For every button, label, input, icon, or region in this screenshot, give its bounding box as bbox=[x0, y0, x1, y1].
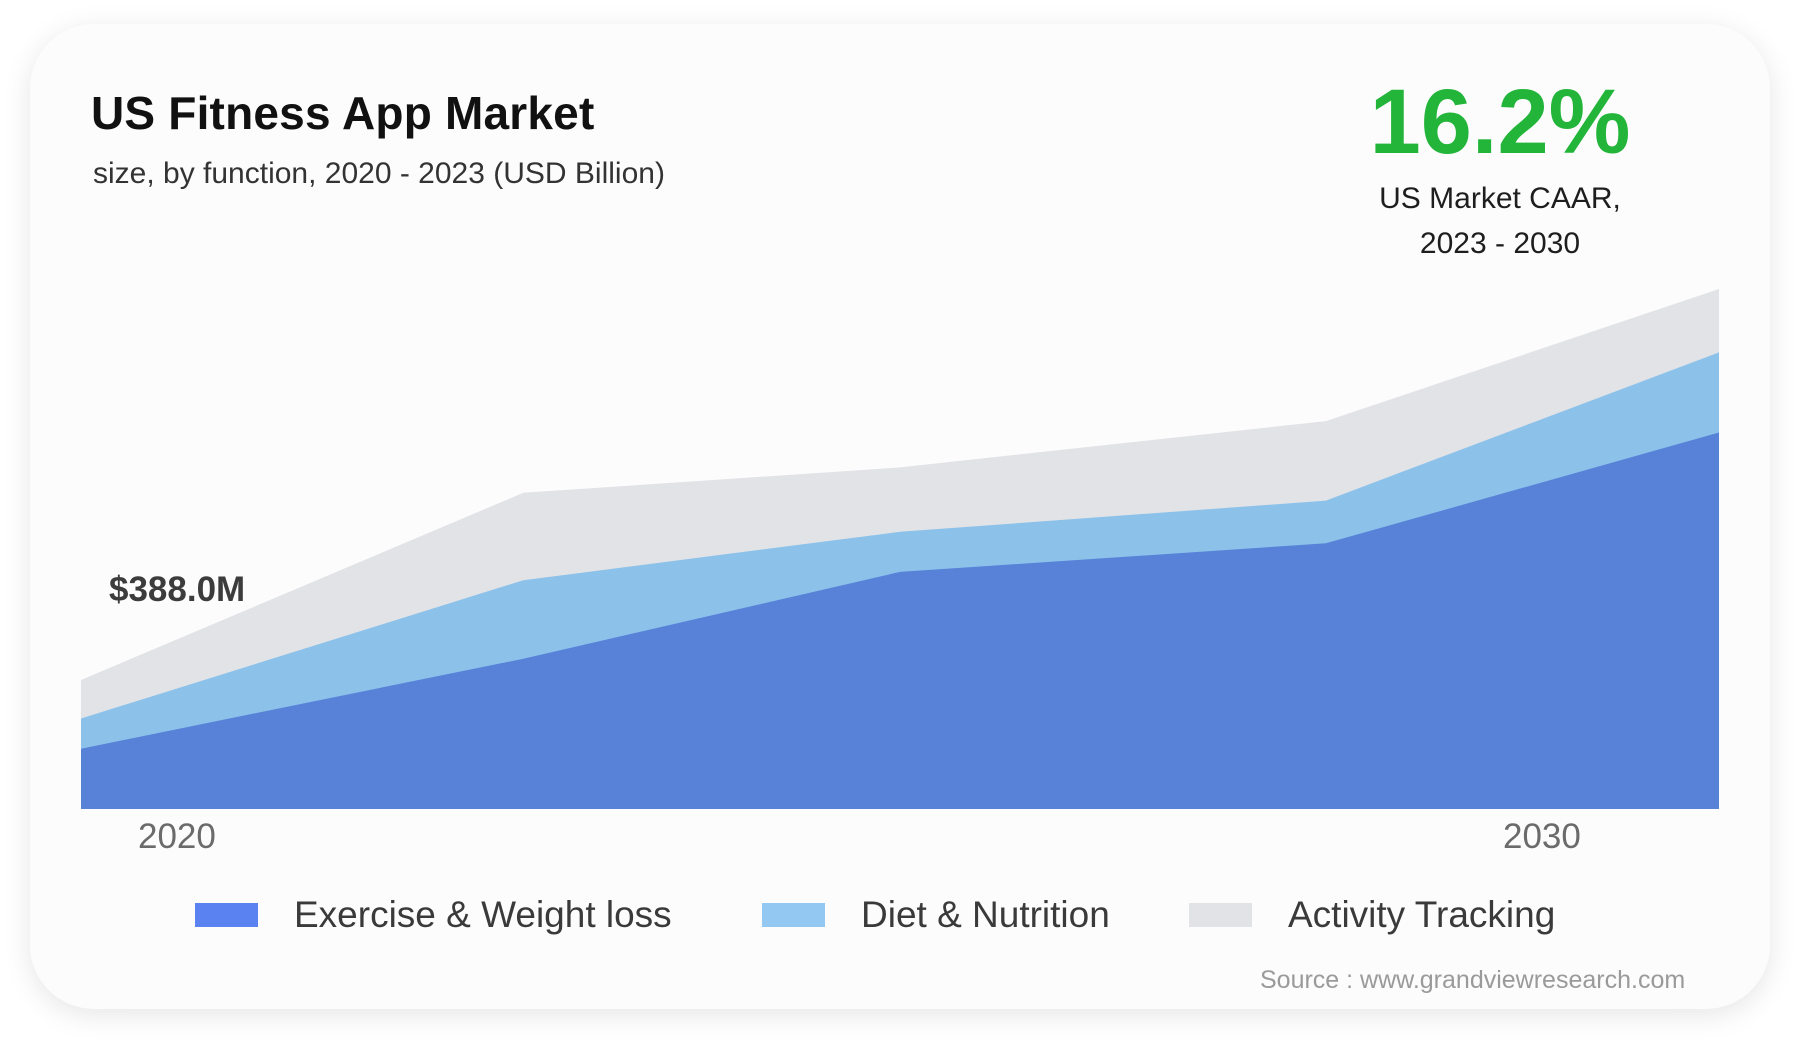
legend-item-exercise: Exercise & Weight loss bbox=[195, 893, 672, 937]
legend-label-activity: Activity Tracking bbox=[1288, 894, 1556, 935]
cagr-period: 2023 - 2030 bbox=[1419, 227, 1581, 260]
legend-swatch-activity bbox=[1189, 903, 1252, 927]
legend-label-exercise: Exercise & Weight loss bbox=[294, 894, 672, 935]
x-axis-start-label: 2020 bbox=[138, 817, 216, 856]
source-note: Source : www.grandviewresearch.com bbox=[1260, 966, 1686, 994]
legend-item-diet: Diet & Nutrition bbox=[762, 893, 1110, 937]
cagr-label: US Market CAAR, bbox=[1379, 182, 1621, 215]
start-value-label: $388.0M bbox=[109, 570, 246, 609]
legend-swatch-diet bbox=[762, 903, 825, 927]
legend-item-activity: Activity Tracking bbox=[1189, 893, 1555, 937]
legend-label-diet: Diet & Nutrition bbox=[861, 894, 1110, 935]
chart-title: US Fitness App Market bbox=[91, 87, 595, 139]
cagr-value: 16.2% bbox=[1369, 71, 1631, 173]
x-axis-end-label: 2030 bbox=[1503, 817, 1581, 856]
legend-swatch-exercise bbox=[195, 903, 258, 927]
chart-subtitle: size, by function, 2020 - 2023 (USD Bill… bbox=[93, 157, 665, 190]
area-exercise-weight-loss bbox=[81, 432, 1719, 809]
